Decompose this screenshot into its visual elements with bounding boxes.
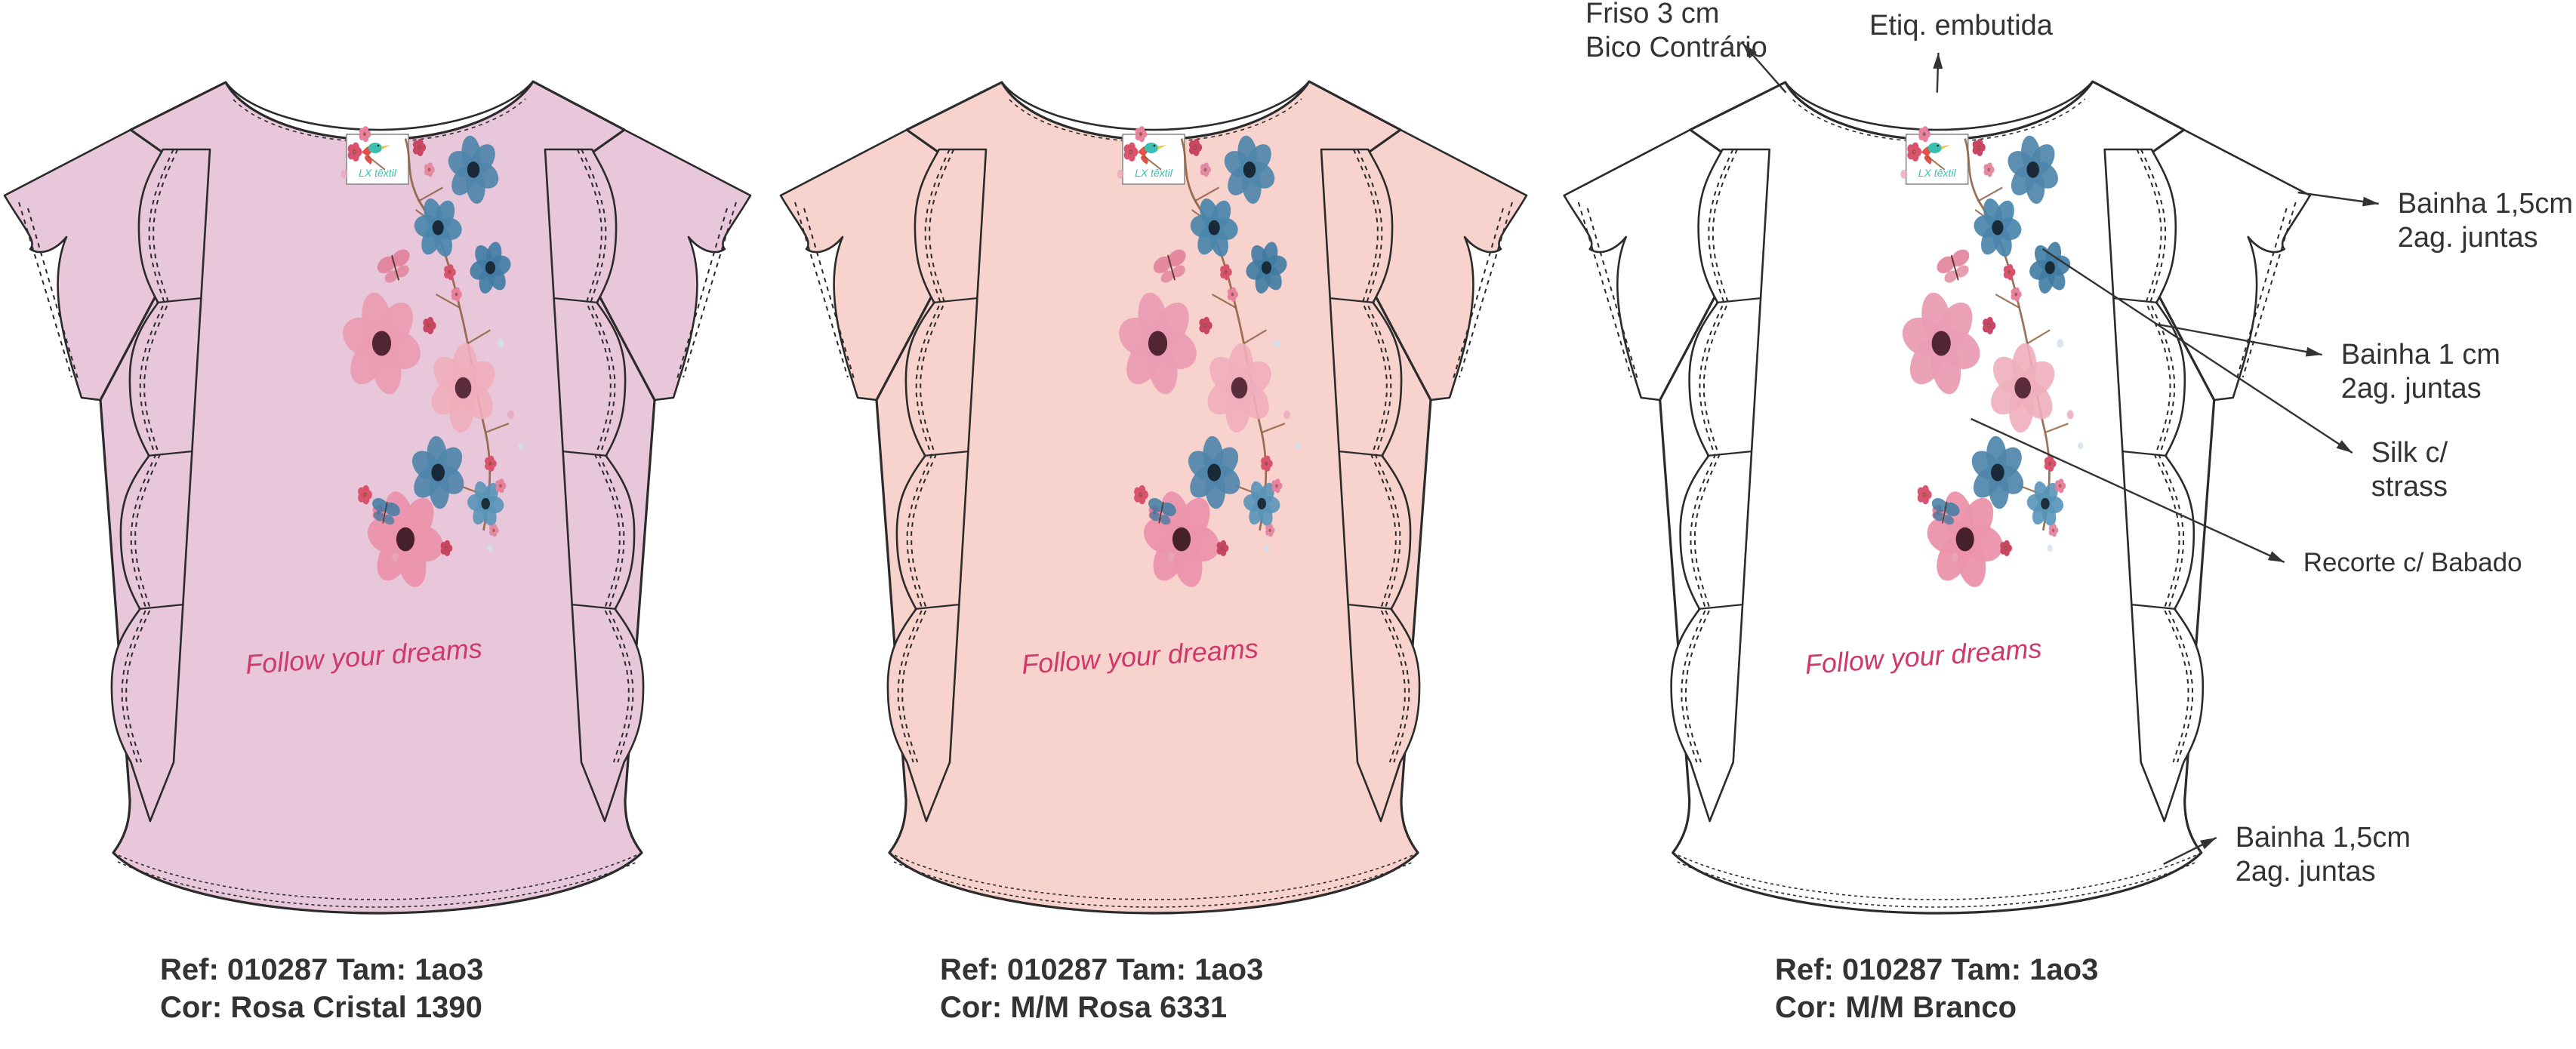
svg-text:Ref: 010287 Tam: 1ao3: Ref: 010287 Tam: 1ao3 (940, 953, 1263, 986)
svg-text:Recorte c/ Babado: Recorte c/ Babado (2303, 548, 2522, 577)
svg-text:Ref: 010287 Tam: 1ao3: Ref: 010287 Tam: 1ao3 (1775, 953, 2098, 986)
svg-text:Ref: 010287 Tam: 1ao3: Ref: 010287 Tam: 1ao3 (160, 953, 483, 986)
svg-text:Etiq. embutida: Etiq. embutida (1869, 10, 2054, 42)
svg-text:LX têxtil: LX têxtil (1135, 167, 1173, 179)
svg-text:LX têxtil: LX têxtil (359, 167, 397, 179)
svg-text:Cor: M/M Rosa 6331: Cor: M/M Rosa 6331 (940, 991, 1227, 1024)
svg-text:Cor: M/M Branco: Cor: M/M Branco (1775, 991, 2017, 1024)
svg-text:Cor: Rosa Cristal 1390: Cor: Rosa Cristal 1390 (160, 991, 482, 1024)
svg-text:LX têxtil: LX têxtil (1918, 167, 1957, 179)
